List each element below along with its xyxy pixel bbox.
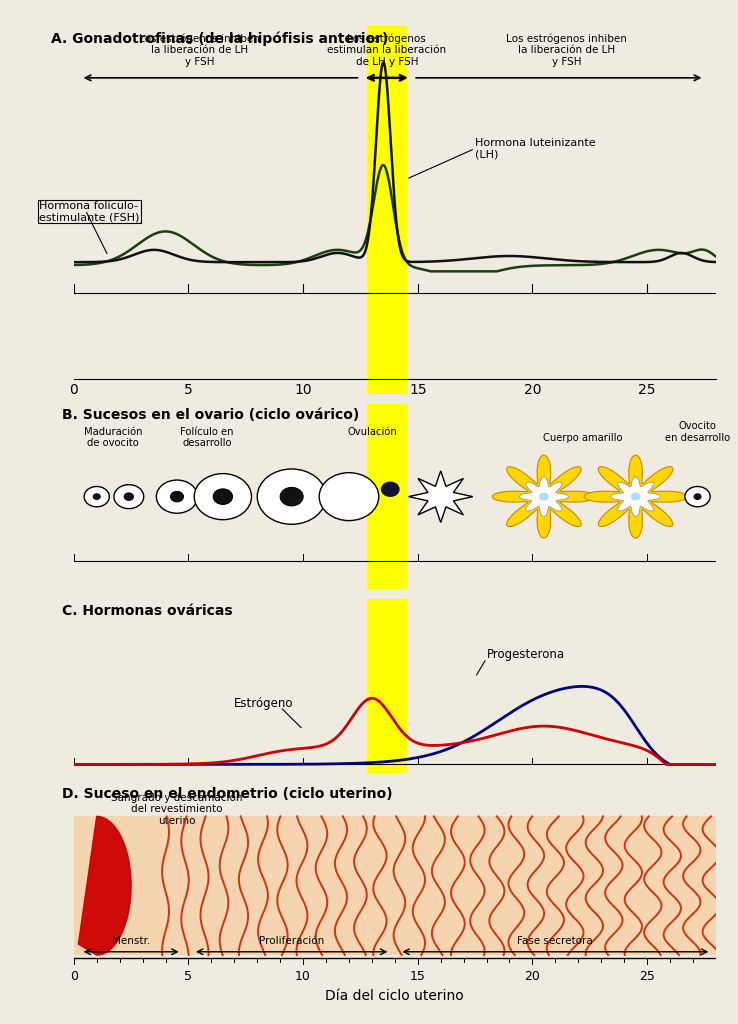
Circle shape (319, 473, 379, 520)
Circle shape (93, 494, 100, 500)
Circle shape (258, 469, 326, 524)
Text: Estrógeno: Estrógeno (235, 697, 294, 710)
Polygon shape (492, 456, 596, 538)
Text: 15: 15 (410, 971, 426, 983)
Text: Folículo en
desarrollo: Folículo en desarrollo (180, 427, 233, 449)
Circle shape (539, 494, 548, 500)
Text: A. Gonadotrofinas (de la hipófisis anterior): A. Gonadotrofinas (de la hipófisis anter… (51, 32, 388, 46)
Bar (368, 26, 407, 394)
Text: B. Sucesos en el ovario (ciclo ovárico): B. Sucesos en el ovario (ciclo ovárico) (62, 409, 359, 422)
Text: Sangrado y descamación
del revestimiento
uterino: Sangrado y descamación del revestimiento… (111, 793, 243, 830)
Text: 10: 10 (295, 971, 311, 983)
Text: Fase secretora: Fase secretora (517, 936, 593, 946)
Text: Los estrógenos inhiben
la liberación de LH
y FSH: Los estrógenos inhiben la liberación de … (506, 34, 627, 68)
Circle shape (194, 473, 252, 520)
Text: Los estrógenos
estimulan la liberación
de LH y FSH: Los estrógenos estimulan la liberación d… (327, 34, 446, 68)
Text: 20: 20 (525, 971, 540, 983)
Text: Ovocito
en desarrollo: Ovocito en desarrollo (665, 421, 730, 443)
Circle shape (632, 494, 640, 500)
Text: Maduración
de ovocito: Maduración de ovocito (83, 427, 142, 449)
Polygon shape (520, 477, 568, 516)
Text: Progesterona: Progesterona (486, 648, 565, 662)
Text: Hormona foliculo-
estimulante (FSH): Hormona foliculo- estimulante (FSH) (39, 201, 139, 222)
Circle shape (685, 486, 710, 507)
Text: 25: 25 (639, 971, 655, 983)
Polygon shape (584, 456, 687, 538)
Bar (368, 599, 407, 773)
Polygon shape (611, 477, 661, 516)
Polygon shape (409, 471, 473, 522)
Text: Menstr.: Menstr. (112, 936, 151, 946)
Text: Proliferación: Proliferación (259, 936, 324, 946)
Circle shape (84, 486, 109, 507)
Text: D. Suceso en el endometrio (ciclo uterino): D. Suceso en el endometrio (ciclo uterin… (62, 786, 393, 801)
Text: 0: 0 (70, 971, 77, 983)
Text: Los estrógenos inhiben
la liberación de LH
y FSH: Los estrógenos inhiben la liberación de … (139, 34, 261, 68)
Text: Hormona luteinizante
(LH): Hormona luteinizante (LH) (475, 137, 596, 160)
Text: Día del ciclo uterino: Día del ciclo uterino (325, 989, 464, 1004)
Text: 5: 5 (184, 971, 193, 983)
Circle shape (114, 484, 144, 509)
Circle shape (382, 482, 399, 497)
Circle shape (213, 488, 232, 505)
Circle shape (124, 493, 134, 501)
Bar (368, 404, 407, 589)
Polygon shape (78, 816, 131, 955)
Circle shape (280, 487, 303, 506)
Text: C. Hormonas ováricas: C. Hormonas ováricas (62, 604, 233, 618)
Circle shape (156, 480, 198, 513)
Text: Ovulación: Ovulación (347, 427, 397, 437)
FancyBboxPatch shape (74, 816, 716, 955)
Circle shape (694, 494, 701, 500)
Text: Cuerpo amarillo: Cuerpo amarillo (543, 433, 623, 442)
Circle shape (170, 492, 184, 502)
